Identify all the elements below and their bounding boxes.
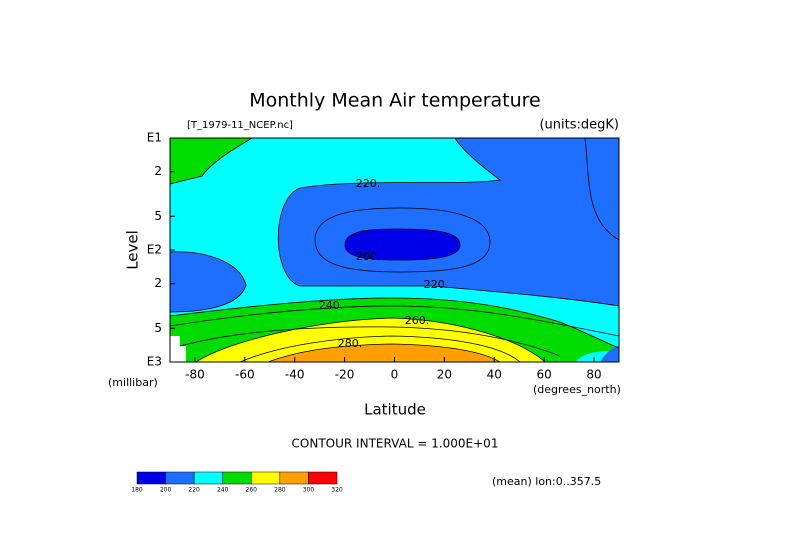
y-tick-label: E3 (147, 355, 162, 369)
colorbar-swatch (165, 471, 195, 485)
x-tick-label: -20 (335, 368, 355, 382)
colorbar-swatch (251, 471, 281, 485)
y-tick-label: 5 (154, 321, 162, 335)
x-tick-label: -80 (185, 368, 205, 382)
units-label: (units:degK) (539, 118, 619, 133)
y-tick-label: 2 (154, 276, 162, 290)
contour-line (277, 137, 620, 307)
y-axis-label: Level (124, 230, 142, 270)
y-tick-label: 5 (154, 209, 162, 223)
contour-band (600, 346, 619, 362)
y-unit-label: (millibar) (108, 376, 158, 389)
contour-label: 260. (405, 314, 430, 327)
contour-line (179, 326, 561, 357)
chart-title: Monthly Mean Air temperature (249, 90, 540, 112)
contour-band (170, 138, 252, 184)
y-tick-label: E2 (147, 243, 162, 257)
colorbar-label: 280 (274, 487, 286, 494)
contour-label: 240. (319, 299, 344, 312)
source-label: [T_1979-11_NCEP.nc] (187, 120, 293, 131)
contour-interval: CONTOUR INTERVAL = 1.000E+01 (292, 437, 499, 451)
colorbar-swatch (279, 471, 309, 485)
x-unit-label: (degrees_north) (533, 383, 621, 396)
colorbar-label: 180 (131, 487, 143, 494)
colorbar-swatch (308, 471, 338, 485)
colorbar-label: 260 (246, 487, 258, 494)
colorbar-label: 220 (188, 487, 200, 494)
x-axis-label: Latitude (364, 401, 426, 419)
contour-label: 280. (338, 337, 363, 350)
contour-label: 200. (356, 250, 381, 263)
contour-band (170, 251, 246, 312)
colorbar-label: 240 (217, 487, 229, 494)
contour-label: 220. (356, 177, 381, 190)
colorbar-label: 300 (303, 487, 315, 494)
colorbar-swatch (222, 471, 252, 485)
contour-line (239, 335, 521, 363)
contour-line (169, 137, 253, 185)
x-tick-label: 40 (487, 368, 502, 382)
contour-line (169, 305, 620, 337)
colorbar-swatch (136, 471, 166, 485)
contour-label: 220. (424, 278, 449, 291)
x-tick-label: -60 (235, 368, 255, 382)
y-tick-label: E1 (147, 131, 162, 145)
contour-line (169, 251, 247, 313)
contour-band (278, 138, 619, 306)
x-tick-label: -40 (285, 368, 305, 382)
y-tick-label: 2 (154, 164, 162, 178)
contour-line (169, 297, 620, 349)
x-tick-label: 60 (537, 368, 552, 382)
contour-line (314, 207, 491, 273)
contour-band (345, 228, 460, 260)
contour-line (344, 228, 461, 261)
colorbar-swatch (193, 471, 223, 485)
x-tick-label: 80 (586, 368, 601, 382)
contour-line (195, 317, 546, 363)
footnote: (mean) lon:0..357.5 (492, 475, 601, 488)
contour-line (584, 137, 620, 241)
x-tick-label: 0 (391, 368, 399, 382)
colorbar-label: 200 (160, 487, 172, 494)
missing-data (170, 336, 186, 362)
colorbar-label: 320 (331, 487, 343, 494)
x-tick-label: 20 (437, 368, 452, 382)
contour-line (267, 343, 501, 363)
